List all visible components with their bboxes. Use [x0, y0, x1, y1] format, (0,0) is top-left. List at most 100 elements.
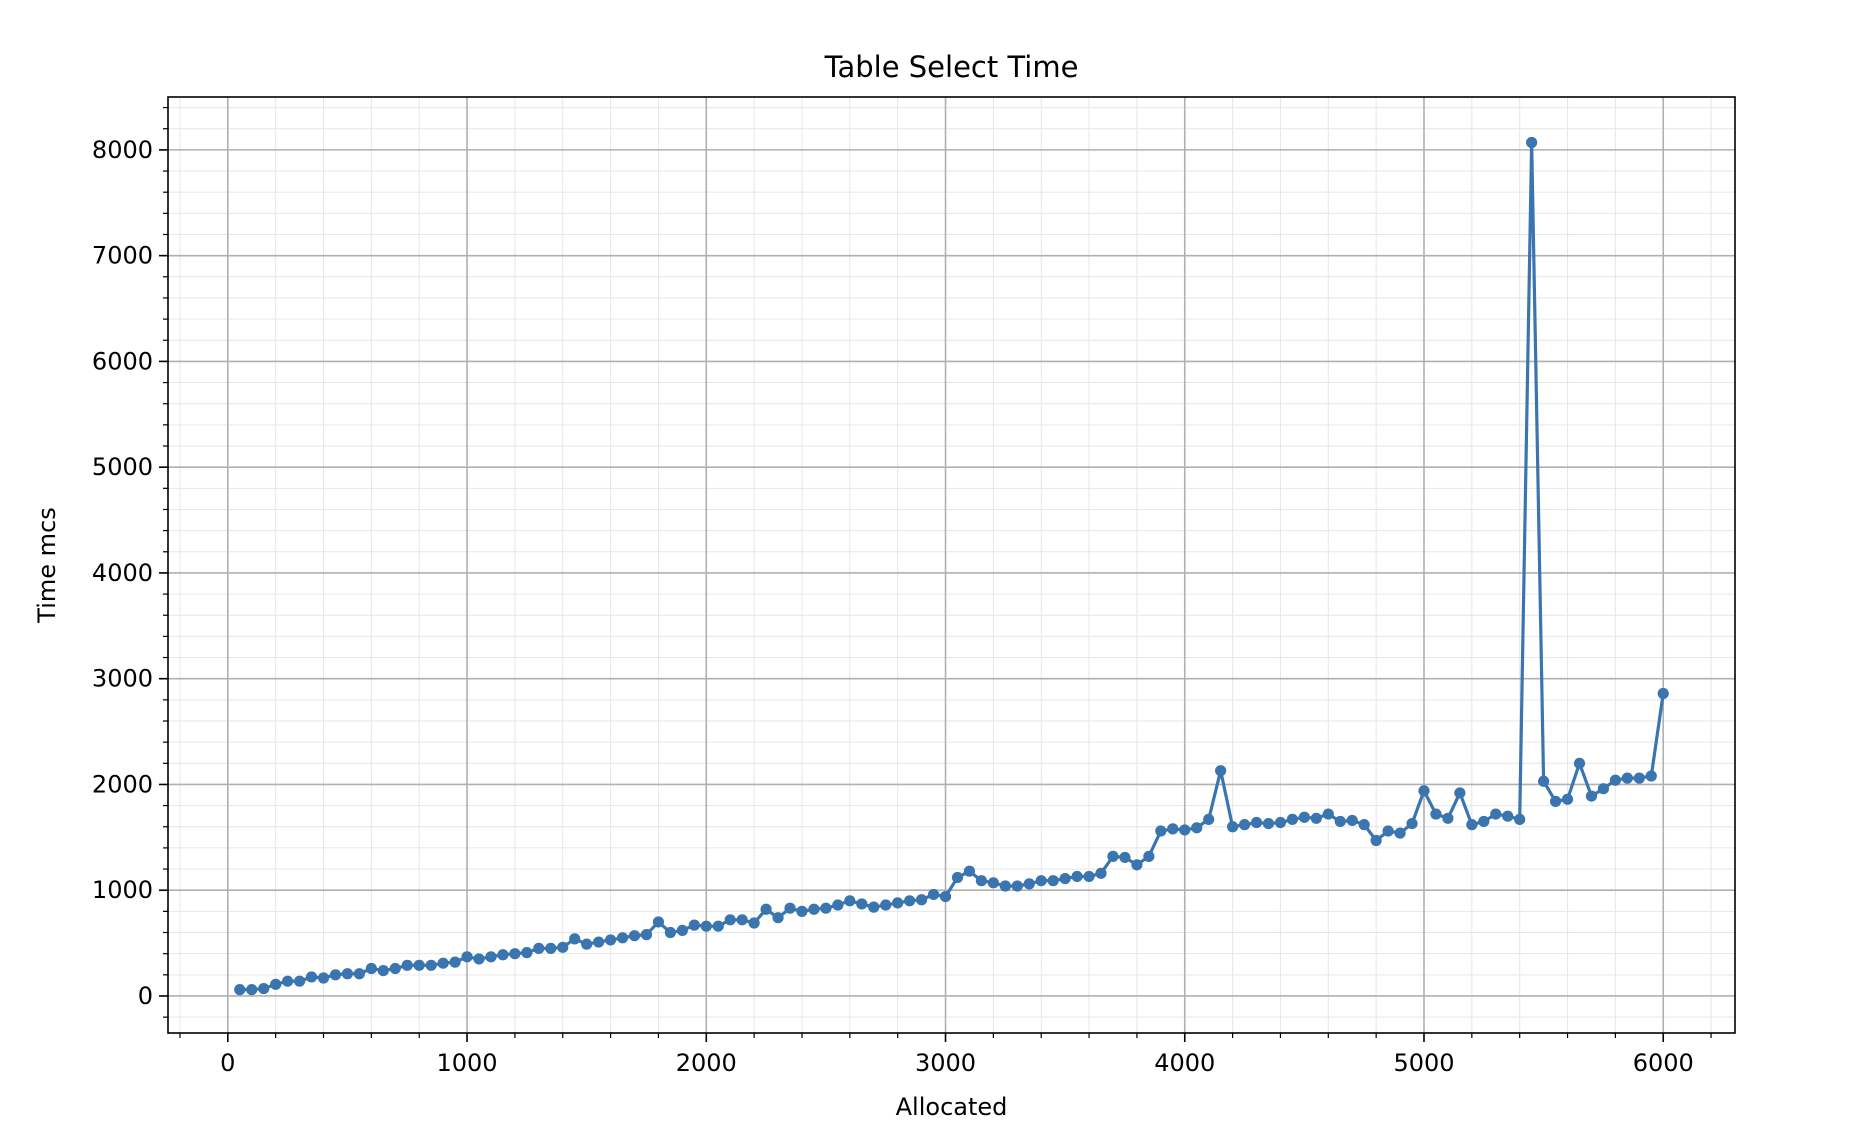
series-line [239, 140, 1665, 992]
x-tick-label: 3000 [915, 1049, 976, 1077]
data-point [1633, 772, 1645, 784]
data-point [1657, 687, 1669, 700]
data-point [616, 932, 629, 944]
data-point [1538, 775, 1550, 787]
data-point [975, 875, 988, 887]
data-point [1071, 870, 1083, 883]
data-point [1191, 822, 1203, 834]
data-point [772, 912, 784, 924]
data-point [712, 920, 724, 932]
data-point [437, 957, 449, 969]
data-point [1167, 823, 1179, 835]
data-point [1585, 790, 1598, 802]
data-point [1059, 872, 1071, 885]
data-point [1334, 815, 1346, 828]
data-point [832, 899, 844, 911]
x-tick-label: 5000 [1393, 1049, 1454, 1077]
data-point [1573, 757, 1586, 769]
data-point [736, 914, 748, 926]
data-point [1549, 795, 1562, 807]
data-point [892, 897, 904, 909]
data-point [1418, 785, 1430, 797]
data-point [533, 942, 545, 954]
data-point [1155, 825, 1167, 837]
data-point [1227, 821, 1239, 833]
data-point [760, 903, 772, 915]
data-point [628, 930, 641, 942]
data-point [341, 968, 354, 980]
data-point [1047, 875, 1059, 887]
data-point [317, 972, 330, 984]
data-point [676, 924, 688, 937]
data-point [258, 982, 270, 995]
plot-frame [167, 96, 1736, 1034]
x-tick-label: 1000 [437, 1049, 498, 1077]
data-point [796, 905, 808, 917]
data-point [593, 936, 605, 948]
data-point [1286, 813, 1299, 825]
data-point [1095, 867, 1107, 879]
data-point [1466, 819, 1478, 831]
data-point [1370, 834, 1382, 847]
data-point [485, 951, 497, 963]
data-point [329, 969, 342, 981]
data-point [1107, 850, 1119, 862]
data-point [1083, 870, 1095, 883]
data-point [449, 956, 461, 968]
data-point [545, 942, 557, 954]
y-axis-label: Time mcs [33, 507, 61, 623]
data-point [987, 877, 999, 889]
data-point [1561, 793, 1574, 805]
data-point [640, 929, 653, 941]
data-point [1035, 875, 1047, 887]
data-point [1322, 808, 1334, 820]
data-point [1502, 810, 1514, 822]
data-point [1597, 783, 1610, 795]
data-point [569, 933, 581, 945]
data-point [557, 941, 569, 953]
data-point [509, 948, 521, 960]
data-point [377, 965, 389, 977]
data-point [724, 914, 736, 926]
data-point [1238, 819, 1251, 831]
y-tick-label: 8000 [92, 136, 153, 164]
data-point [413, 959, 425, 971]
data-point [1358, 819, 1370, 831]
y-tick-label: 4000 [92, 559, 153, 587]
data-point [1406, 817, 1418, 830]
data-point [904, 895, 916, 907]
data-point [425, 959, 437, 971]
data-point [1609, 774, 1621, 786]
data-point [868, 901, 880, 913]
data-point [305, 971, 318, 983]
data-point [999, 880, 1011, 892]
data-point [1023, 878, 1035, 890]
data-point [1394, 827, 1406, 839]
axis-ticks [159, 106, 1712, 1042]
data-point [1119, 851, 1131, 864]
data-point [652, 916, 665, 928]
data-point [270, 978, 282, 990]
data-point [856, 898, 868, 910]
data-point [963, 865, 976, 877]
data-point [473, 953, 485, 965]
data-point [1514, 813, 1526, 825]
data-point [1131, 859, 1143, 871]
x-tick-label: 0 [220, 1049, 235, 1077]
data-point [1346, 814, 1358, 827]
data-point [1215, 765, 1227, 777]
data-point [1179, 824, 1191, 836]
y-tick-label: 5000 [92, 453, 153, 481]
data-point [1382, 825, 1394, 837]
data-point [664, 926, 677, 939]
data-point [951, 871, 964, 884]
data-point [1621, 772, 1633, 784]
data-point [1143, 850, 1155, 862]
data-point [581, 938, 593, 950]
data-point [916, 894, 928, 906]
data-point [939, 890, 952, 903]
x-tick-label: 6000 [1633, 1049, 1694, 1077]
y-tick-label: 2000 [92, 770, 153, 798]
